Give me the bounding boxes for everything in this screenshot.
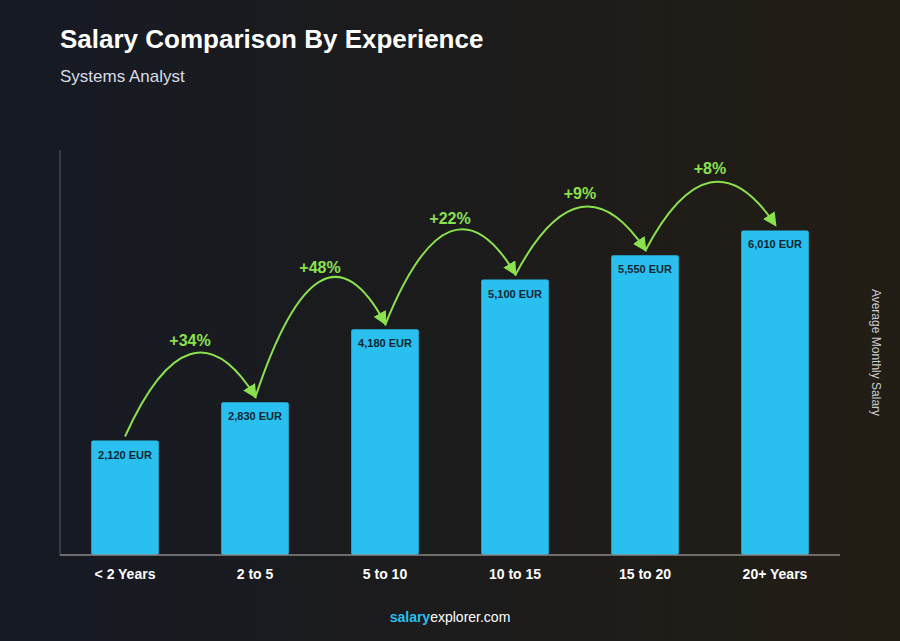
bar (611, 255, 679, 555)
x-tick-label: 20+ Years (743, 566, 808, 582)
bar (221, 402, 289, 555)
y-axis-label: Average Monthly Salary (869, 289, 883, 416)
change-arc (645, 182, 775, 252)
change-label: +8% (694, 160, 726, 177)
chart: Salary Comparison By Experience Systems A… (0, 0, 900, 641)
title: Salary Comparison By Experience (60, 24, 483, 54)
subtitle: Systems Analyst (60, 67, 185, 86)
bars (91, 230, 809, 555)
data-label: 5,550 EUR (618, 263, 672, 275)
change-label: +34% (169, 332, 210, 349)
footer-normal: explorer.com (430, 609, 510, 625)
bar (741, 230, 809, 555)
bar (91, 441, 159, 555)
data-label: 4,180 EUR (358, 337, 412, 349)
footer-bold: salary (390, 609, 431, 625)
data-label: 5,100 EUR (488, 288, 542, 300)
x-tick-label: 2 to 5 (237, 566, 274, 582)
data-label: 6,010 EUR (748, 238, 802, 250)
footer: salaryexplorer.com (390, 609, 511, 625)
change-arc (255, 277, 385, 398)
y-axis-line (60, 150, 61, 555)
bar (351, 329, 419, 555)
x-tick-label: 15 to 20 (619, 566, 671, 582)
x-tick-label: 5 to 10 (363, 566, 408, 582)
x-tick-label: 10 to 15 (489, 566, 541, 582)
change-label: +48% (299, 259, 340, 276)
change-arc (385, 229, 515, 325)
chart-container: Salary Comparison By Experience Systems A… (0, 0, 900, 641)
bar (481, 280, 549, 555)
x-tick-label: < 2 Years (95, 566, 156, 582)
x-axis-line (60, 554, 840, 556)
data-label: 2,120 EUR (98, 449, 152, 461)
background (0, 0, 900, 641)
change-arc (125, 353, 255, 437)
change-arc (515, 207, 645, 276)
change-label: +9% (564, 185, 596, 202)
change-label: +22% (429, 210, 470, 227)
data-label: 2,830 EUR (228, 410, 282, 422)
